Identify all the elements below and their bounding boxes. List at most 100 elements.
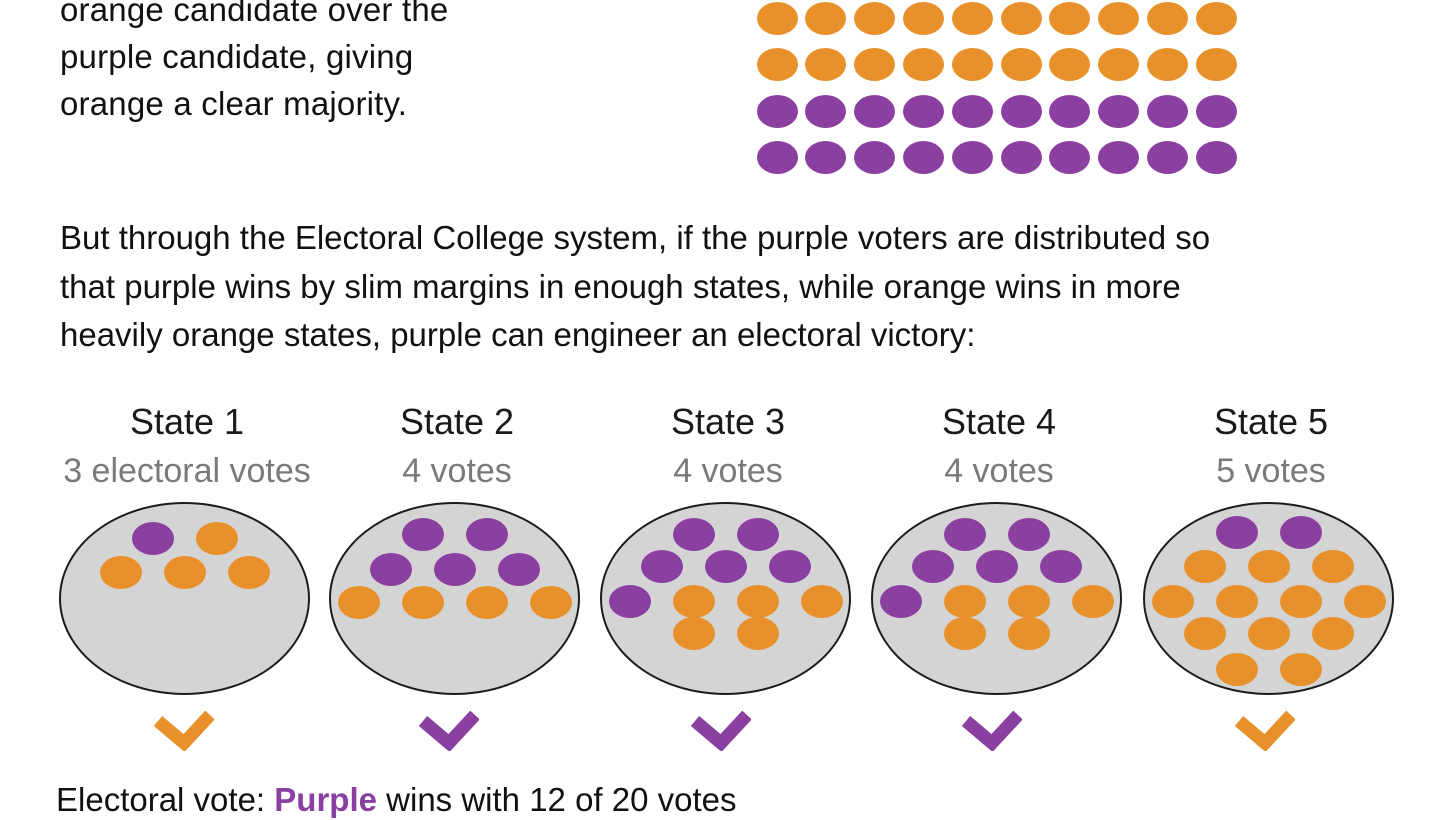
purple-voter-dot (131, 521, 174, 555)
orange-voter-dot (1098, 48, 1140, 81)
purple-voter-dot (1007, 517, 1050, 551)
purple-voter-dot (1098, 94, 1140, 128)
purple-voter-dot (1146, 141, 1188, 174)
orange-voter-dot (1183, 549, 1226, 583)
purple-voter-dot (911, 549, 954, 583)
orange-voter-dot (99, 555, 142, 589)
intro-text: orange candidate over the purple candida… (60, 0, 580, 127)
purple-voter-dot (1049, 141, 1091, 174)
orange-voter-dot (1311, 616, 1354, 650)
purple-voter-dot (1000, 94, 1042, 128)
result-prefix: Electoral vote: (56, 781, 275, 818)
orange-voter-dot (1247, 549, 1290, 583)
state-oval (871, 502, 1122, 695)
purple-voter-dot (1146, 94, 1188, 128)
voter-dots (602, 504, 849, 693)
checkmark-icon (154, 710, 214, 751)
state-oval (1143, 502, 1394, 695)
state-oval (329, 502, 580, 695)
orange-voter-dot (1000, 48, 1042, 81)
purple-voter-dot (640, 549, 683, 583)
purple-voter-dot (1039, 549, 1082, 583)
orange-voter-dot (1007, 584, 1050, 618)
explanation-line: heavily orange states, purple can engine… (60, 316, 976, 353)
orange-voter-dot (854, 1, 896, 35)
orange-voter-dot (1311, 549, 1354, 583)
purple-voter-dot (401, 517, 444, 551)
purple-voter-dot (1195, 94, 1237, 128)
orange-voter-dot (756, 1, 798, 35)
orange-voter-dot (805, 48, 847, 81)
state-oval (600, 502, 851, 695)
orange-voter-dot (163, 555, 206, 589)
voter-dots (331, 504, 578, 693)
purple-voter-dot (1000, 141, 1042, 174)
orange-voter-dot (672, 584, 715, 618)
state-name: State 3 (670, 401, 786, 442)
state-name: State 4 (941, 401, 1057, 442)
voter-dots (61, 504, 308, 693)
purple-voter-dot (805, 94, 847, 128)
orange-voter-dot (1049, 48, 1091, 81)
purple-voter-dot (1098, 141, 1140, 174)
orange-voter-dot (800, 584, 843, 618)
orange-voter-dot (902, 48, 944, 81)
state-votes: 4 votes (402, 452, 512, 490)
state-4-panel: State 4 4 votes (869, 400, 1129, 770)
checkmark-icon (419, 710, 479, 751)
purple-voter-dot (854, 141, 896, 174)
purple-voter-dot (854, 94, 896, 128)
intro-line: orange a clear majority. (60, 85, 408, 122)
intro-line: orange candidate over the (60, 0, 449, 28)
orange-voter-dot (943, 616, 986, 650)
orange-voter-dot (1146, 48, 1188, 81)
checkmark-icon (691, 710, 751, 751)
purple-voter-dot (1049, 94, 1091, 128)
orange-voter-dot (805, 1, 847, 35)
checkmark-icon (962, 710, 1022, 751)
orange-voter-dot (756, 48, 798, 81)
orange-voter-dot (1279, 652, 1322, 686)
purple-voter-dot (497, 552, 540, 586)
state-name: State 5 (1213, 401, 1329, 442)
purple-voter-dot (704, 549, 747, 583)
electoral-result: Electoral vote: Purple wins with 12 of 2… (56, 780, 737, 820)
popular-vote-grid (756, 0, 1241, 178)
state-votes: 4 votes (673, 452, 783, 490)
purple-voter-dot (902, 94, 944, 128)
orange-voter-dot (951, 48, 993, 81)
purple-voter-dot (672, 517, 715, 551)
purple-voter-dot (902, 141, 944, 174)
voter-dots (1145, 504, 1392, 693)
state-name: State 2 (399, 401, 515, 442)
state-1-panel: State 1 3 electoral votes (57, 400, 317, 770)
orange-voter-dot (1195, 1, 1237, 35)
intro-line: purple candidate, giving (60, 38, 414, 75)
orange-voter-dot (1247, 616, 1290, 650)
orange-voter-dot (854, 48, 896, 81)
explanation-line: that purple wins by slim margins in enou… (60, 267, 1181, 305)
state-name: State 1 (129, 401, 245, 442)
orange-voter-dot (465, 585, 508, 619)
purple-voter-dot (465, 517, 508, 551)
result-suffix: wins with 12 of 20 votes (376, 781, 737, 818)
purple-voter-dot (951, 141, 993, 174)
checkmark-icon (1235, 710, 1295, 751)
state-oval (59, 502, 310, 695)
orange-voter-dot (1343, 584, 1386, 618)
state-2-panel: State 2 4 votes (327, 400, 587, 770)
purple-voter-dot (756, 94, 798, 128)
orange-voter-dot (529, 585, 572, 619)
purple-voter-dot (1279, 515, 1322, 549)
state-votes: 4 votes (944, 452, 1054, 490)
result-winner: Purple (274, 781, 377, 818)
orange-voter-dot (1215, 652, 1258, 686)
orange-voter-dot (1000, 1, 1042, 35)
state-votes: 5 votes (1216, 452, 1326, 490)
orange-voter-dot (672, 616, 715, 650)
purple-voter-dot (736, 517, 779, 551)
voter-dots (873, 504, 1120, 693)
orange-voter-dot (227, 555, 270, 589)
explanation-text: But through the Electoral College system… (60, 214, 1400, 360)
purple-voter-dot (879, 584, 922, 618)
